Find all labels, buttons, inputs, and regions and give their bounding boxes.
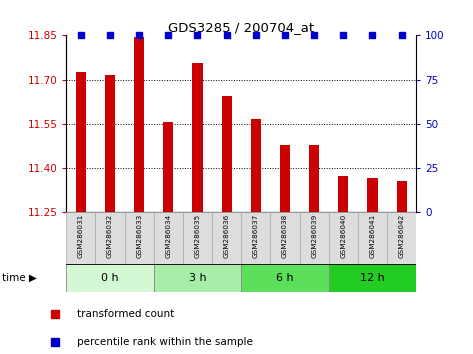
- Text: GSM286032: GSM286032: [107, 214, 113, 258]
- Bar: [212, 212, 241, 264]
- Bar: [338, 176, 349, 212]
- Bar: [251, 119, 261, 212]
- Bar: [154, 212, 183, 264]
- Bar: [299, 212, 329, 264]
- Bar: [76, 72, 86, 212]
- Bar: [329, 264, 416, 292]
- Bar: [193, 63, 202, 212]
- Text: GSM286040: GSM286040: [340, 214, 346, 258]
- Text: GSM286031: GSM286031: [78, 214, 84, 258]
- Text: time ▶: time ▶: [2, 273, 37, 283]
- Bar: [221, 96, 232, 212]
- Text: GSM286039: GSM286039: [311, 214, 317, 258]
- Text: GSM286041: GSM286041: [369, 214, 376, 258]
- Bar: [96, 212, 124, 264]
- Bar: [329, 212, 358, 264]
- Text: GSM286037: GSM286037: [253, 214, 259, 258]
- Text: GSM286042: GSM286042: [399, 214, 405, 258]
- Text: GSM286038: GSM286038: [282, 214, 288, 258]
- Bar: [280, 144, 290, 212]
- Bar: [124, 212, 154, 264]
- Bar: [183, 212, 212, 264]
- Bar: [309, 144, 319, 212]
- Bar: [154, 264, 241, 292]
- Text: 0 h: 0 h: [101, 273, 119, 283]
- Bar: [134, 37, 144, 212]
- Bar: [387, 212, 416, 264]
- Text: GSM286033: GSM286033: [136, 214, 142, 258]
- Text: GSM286034: GSM286034: [165, 214, 171, 258]
- Bar: [358, 212, 387, 264]
- Bar: [105, 75, 115, 212]
- Text: transformed count: transformed count: [77, 309, 174, 320]
- Bar: [368, 178, 377, 212]
- Bar: [66, 264, 154, 292]
- Text: 3 h: 3 h: [189, 273, 206, 283]
- Bar: [271, 212, 299, 264]
- Text: GSM286035: GSM286035: [194, 214, 201, 258]
- Text: GSM286036: GSM286036: [224, 214, 230, 258]
- Bar: [396, 181, 407, 212]
- Bar: [163, 122, 174, 212]
- Bar: [241, 212, 271, 264]
- Text: percentile rank within the sample: percentile rank within the sample: [77, 337, 253, 347]
- Bar: [66, 212, 96, 264]
- Title: GDS3285 / 200704_at: GDS3285 / 200704_at: [168, 21, 314, 34]
- Text: 12 h: 12 h: [360, 273, 385, 283]
- Text: 6 h: 6 h: [276, 273, 294, 283]
- Bar: [241, 264, 329, 292]
